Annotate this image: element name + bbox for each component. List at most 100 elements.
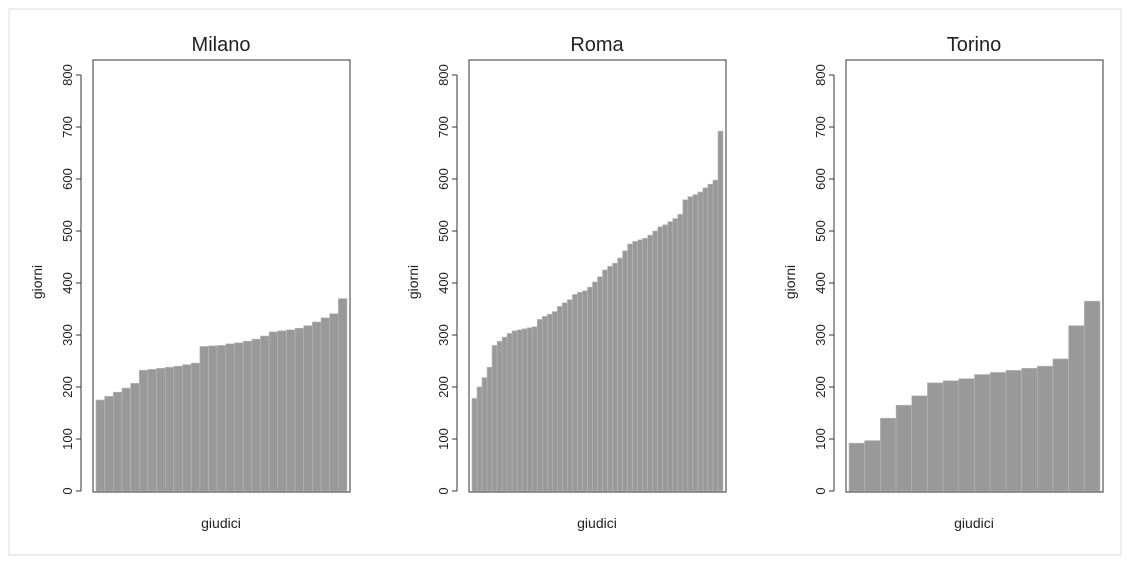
bar (622, 250, 628, 492)
x-axis-label: giudici (201, 515, 241, 531)
bar (531, 326, 538, 492)
bar (1084, 300, 1101, 492)
bar (526, 327, 533, 492)
bar (672, 218, 679, 492)
y-axis-label: giorni (29, 265, 45, 299)
bar (662, 224, 669, 492)
bar (164, 366, 175, 492)
bar (682, 199, 689, 492)
bar (536, 319, 543, 492)
bar (637, 239, 643, 492)
panel-torino: Torino giorni giudici 0 100 200 300 400 500 60… (782, 34, 1104, 531)
bar (895, 404, 913, 492)
bar (260, 335, 270, 492)
bar (717, 130, 724, 492)
bars (95, 298, 348, 492)
bar (942, 380, 960, 492)
bar (156, 367, 166, 492)
bar (234, 342, 244, 492)
bar (567, 299, 573, 492)
bar (486, 366, 493, 492)
bar (95, 399, 105, 492)
bar (602, 269, 608, 492)
y-tick-label: 800 (60, 64, 75, 86)
bar (242, 340, 253, 492)
panel-roma: Roma giorni giudici 0 100 200 300 400 500 600 7… (405, 34, 727, 531)
bar (687, 196, 694, 492)
bar (286, 329, 296, 492)
bar (294, 327, 305, 492)
bar (138, 370, 149, 492)
y-tick-label: 800 (436, 64, 451, 86)
bar (697, 191, 704, 492)
y-tick-label: 700 (60, 116, 75, 138)
bar (587, 286, 593, 492)
bar (541, 315, 548, 492)
bar (652, 230, 659, 492)
bar (516, 329, 523, 492)
bar (338, 298, 348, 492)
bar (712, 179, 719, 492)
y-tick-label: 100 (60, 428, 75, 450)
bar (199, 346, 209, 492)
y-tick-label: 400 (813, 272, 828, 294)
bar (612, 262, 618, 492)
bar (572, 294, 578, 492)
y-tick-label: 400 (436, 272, 451, 294)
y-tick-label: 300 (813, 324, 828, 346)
panel-milano: Milano giorni giudici 0 100 200 300 400 500 60… (29, 34, 351, 531)
bar (927, 382, 944, 492)
bar (216, 345, 227, 492)
bar (880, 417, 897, 492)
y-tick-label: 400 (60, 272, 75, 294)
bar (552, 311, 558, 492)
bar (1068, 325, 1085, 492)
bar (597, 276, 603, 492)
bar (225, 343, 235, 492)
y-tick-label: 300 (436, 324, 451, 346)
bar (582, 290, 588, 492)
bar (667, 221, 674, 492)
plot-frame (92, 59, 351, 493)
bar (562, 302, 568, 492)
bar (911, 395, 928, 492)
y-tick-label: 100 (436, 428, 451, 450)
y-tick-label: 700 (436, 116, 451, 138)
bar (121, 387, 131, 492)
bar (190, 362, 201, 492)
panel-title: Torino (947, 34, 1001, 56)
bar (251, 338, 261, 492)
y-tick-label: 0 (813, 487, 828, 494)
y-tick-label: 0 (60, 487, 75, 494)
bar (632, 241, 638, 492)
y-tick-label: 200 (813, 376, 828, 398)
bars (471, 130, 724, 492)
bars (848, 300, 1101, 492)
bar (491, 345, 498, 492)
bar (677, 214, 684, 492)
bar (268, 331, 279, 492)
bar (173, 365, 183, 492)
bar (329, 313, 339, 492)
plot-frame (468, 59, 727, 493)
y-tick-label: 500 (436, 220, 451, 242)
y-tick-label: 200 (436, 376, 451, 398)
y-tick-label: 100 (813, 428, 828, 450)
bar (471, 398, 478, 492)
bar (476, 386, 483, 492)
bar (182, 364, 192, 492)
bar (521, 328, 528, 492)
panel-title: Milano (192, 34, 251, 56)
bar (557, 306, 563, 492)
bar (848, 442, 865, 492)
bar (511, 330, 518, 492)
bar (277, 330, 287, 492)
y-tick-label: 500 (60, 220, 75, 242)
y-tick-label: 700 (813, 116, 828, 138)
y-tick-label: 600 (813, 168, 828, 190)
y-tick-label: 800 (813, 64, 828, 86)
y-axis-label: giorni (782, 265, 798, 299)
bar (1052, 358, 1069, 492)
bar (607, 266, 613, 492)
